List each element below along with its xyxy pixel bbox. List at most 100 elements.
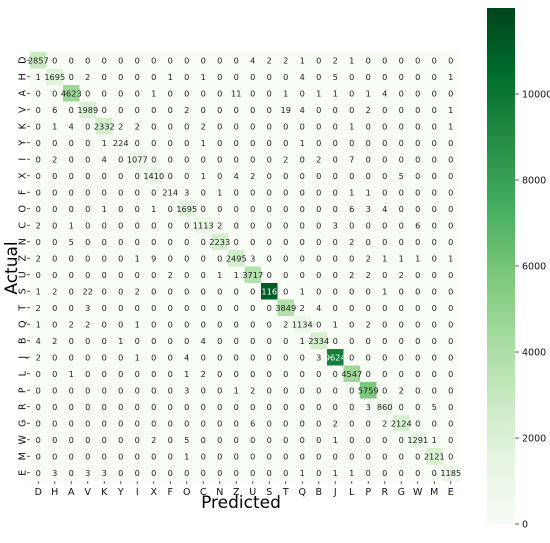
heatmap-cell — [327, 184, 344, 201]
cell-value-label: 0 — [267, 171, 272, 181]
heatmap-cell — [162, 151, 179, 168]
heatmap-cell — [294, 52, 311, 69]
cell-value-label: 0 — [366, 121, 371, 131]
heatmap-cell — [310, 382, 328, 399]
cell-value-label: 0 — [102, 336, 107, 346]
cell-value-label: 0 — [168, 138, 173, 148]
cell-value-label: 0 — [349, 105, 354, 115]
heatmap-cell — [277, 382, 295, 399]
heatmap-cell — [162, 52, 179, 69]
cell-value-label: 0 — [234, 154, 239, 164]
heatmap-cell — [96, 349, 113, 366]
heatmap-cell — [112, 217, 130, 234]
y-tick-label: B — [18, 337, 29, 344]
cell-value-label: 0 — [283, 138, 288, 148]
cell-value-label: 0 — [102, 105, 107, 115]
cell-value-label: 0 — [69, 385, 74, 395]
heatmap-cell — [79, 431, 97, 449]
heatmap-cell — [178, 398, 196, 416]
cell-value-label: 0 — [250, 237, 255, 247]
cell-value-label: 0 — [201, 204, 206, 214]
x-tick-label: R — [381, 487, 388, 498]
heatmap-cell — [442, 431, 460, 449]
cell-value-label: 0 — [168, 55, 173, 65]
heatmap-cell — [343, 167, 361, 185]
heatmap-cell — [162, 365, 179, 383]
x-tick-label: T — [282, 487, 289, 498]
cell-value-label: 0 — [69, 352, 74, 362]
heatmap-cell — [393, 431, 410, 449]
heatmap-cell — [327, 398, 344, 416]
heatmap-cell — [145, 217, 163, 234]
cell-value-label: 2 — [366, 319, 371, 329]
heatmap-cell — [112, 299, 130, 317]
cell-value-label: 0 — [52, 253, 57, 263]
colorbar-tick-label: 8000 — [522, 176, 546, 187]
heatmap-cell — [46, 151, 64, 168]
heatmap-cell — [294, 415, 311, 432]
cell-value-label: 3 — [52, 468, 57, 478]
heatmap-cell — [30, 85, 47, 102]
cell-value-label: 5 — [184, 435, 189, 445]
cell-value-label: 0 — [102, 319, 107, 329]
cell-value-label: 0 — [333, 105, 338, 115]
heatmap-cell — [426, 101, 443, 119]
heatmap-cell — [112, 68, 130, 86]
heatmap-cell — [211, 233, 229, 251]
heatmap-cell — [211, 85, 229, 102]
heatmap-cell — [376, 398, 394, 416]
cell-value-label: 0 — [366, 220, 371, 230]
x-tick-label: J — [333, 487, 337, 498]
heatmap-cell — [79, 316, 97, 333]
cell-value-label: 0 — [85, 88, 90, 98]
cell-value-label: 0 — [85, 418, 90, 428]
cell-value-label: 0 — [316, 435, 321, 445]
cell-value-label: 0 — [399, 55, 404, 65]
cell-value-label: 0 — [69, 187, 74, 197]
heatmap-cell — [376, 85, 394, 102]
heatmap-cell — [162, 118, 179, 135]
heatmap-cell — [409, 299, 427, 317]
heatmap-cell — [96, 266, 113, 284]
heatmap-cell — [178, 85, 196, 102]
heatmap-cell — [442, 316, 460, 333]
heatmap-cell — [393, 299, 410, 317]
heatmap-cell — [79, 349, 97, 366]
cell-value-label: 1 — [184, 451, 189, 461]
heatmap-cell — [277, 316, 295, 333]
heatmap-cell — [409, 332, 427, 350]
heatmap-cell — [343, 266, 361, 284]
heatmap-cell — [162, 316, 179, 333]
cell-value-label: 0 — [382, 72, 387, 82]
cell-value-label: 0 — [366, 286, 371, 296]
heatmap-cell — [30, 101, 47, 119]
cell-value-label: 0 — [234, 105, 239, 115]
heatmap-cell — [277, 52, 295, 69]
heatmap-cell — [63, 316, 80, 333]
cell-value-label: 0 — [382, 270, 387, 280]
cell-value-label: 1 — [349, 55, 354, 65]
cell-value-label: 0 — [283, 336, 288, 346]
cell-value-label: 0 — [415, 105, 420, 115]
x-tick-label: S — [266, 487, 272, 498]
cell-value-label: 0 — [234, 451, 239, 461]
x-axis-label: Predicted — [201, 493, 281, 513]
cell-value-label: 0 — [52, 418, 57, 428]
cell-value-label: 4 — [382, 204, 387, 214]
heatmap-cell — [294, 365, 311, 383]
cell-value-label: 0 — [168, 418, 173, 428]
cell-value-label: 0 — [250, 336, 255, 346]
cell-value-label: 0 — [217, 435, 222, 445]
cell-value-label: 0 — [184, 121, 189, 131]
cell-value-label: 0 — [36, 418, 41, 428]
cell-value-label: 4 — [36, 336, 41, 346]
heatmap-cell — [327, 200, 344, 218]
cell-value-label: 0 — [250, 72, 255, 82]
cell-value-label: 1 — [366, 88, 371, 98]
cell-value-label: 0 — [118, 385, 123, 395]
y-tick-label: T — [18, 305, 29, 312]
cell-value-label: 0 — [217, 72, 222, 82]
heatmap-cell — [46, 415, 64, 432]
heatmap-cell — [30, 464, 47, 482]
